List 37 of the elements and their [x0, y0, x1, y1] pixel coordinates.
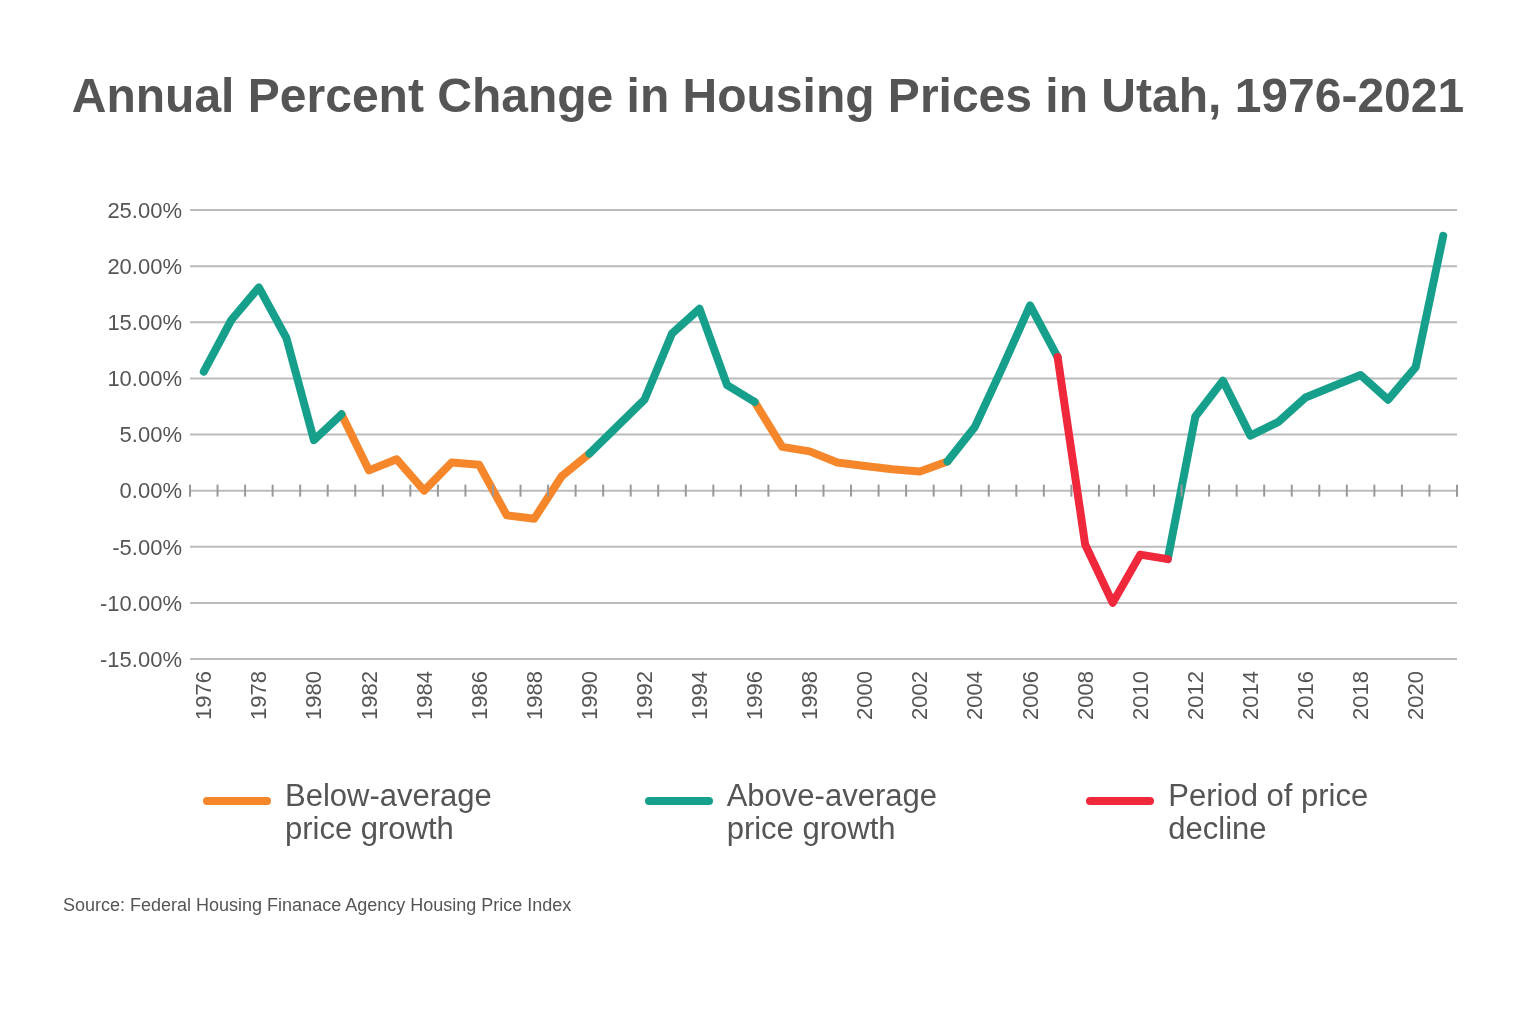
x-tick-label: 1976 — [191, 671, 217, 720]
x-tick-label: 2010 — [1127, 671, 1153, 720]
y-tick-label: -15.00% — [100, 646, 182, 672]
y-tick-label: 15.00% — [107, 310, 182, 336]
x-tick-label: 1994 — [687, 671, 713, 720]
x-tick-label: 2006 — [1017, 671, 1043, 720]
x-tick-label: 1998 — [797, 671, 823, 720]
y-tick-label: 0.00% — [119, 478, 182, 504]
y-tick-label: 5.00% — [119, 422, 182, 448]
x-tick-label: 2012 — [1182, 671, 1208, 720]
legend-label: Below-average price growth — [285, 778, 493, 846]
chart-title: Annual Percent Change in Housing Prices in Utah, 1976-2021 — [70, 68, 1466, 123]
x-tick-label: 2016 — [1293, 671, 1319, 720]
x-tick-label: 1992 — [631, 671, 657, 720]
x-tick-label: 2000 — [852, 671, 878, 720]
y-tick-label: 25.00% — [107, 197, 182, 223]
source-note: Source: Federal Housing Finanace Agency Housing Price Index — [63, 895, 573, 916]
x-tick-label: 1990 — [576, 671, 602, 720]
x-tick-label: 1978 — [246, 671, 272, 720]
x-tick-label: 1984 — [411, 671, 437, 720]
legend-label: Above-average price growth — [726, 778, 938, 846]
x-tick-label: 2014 — [1237, 671, 1263, 720]
y-tick-label: 10.00% — [107, 366, 182, 392]
legend-label: Period of price decline — [1168, 778, 1370, 846]
y-tick-label: 20.00% — [107, 253, 182, 279]
y-tick-label: -10.00% — [100, 590, 182, 616]
y-tick-label: -5.00% — [112, 534, 182, 560]
x-tick-label: 1982 — [356, 671, 382, 720]
x-tick-label: 1980 — [301, 671, 327, 720]
x-tick-label: 2018 — [1348, 671, 1374, 720]
x-tick-label: 2020 — [1403, 671, 1429, 720]
x-tick-label: 1996 — [742, 671, 768, 720]
x-tick-label: 2008 — [1072, 671, 1098, 720]
x-tick-label: 1988 — [521, 671, 547, 720]
x-tick-label: 2004 — [962, 671, 988, 720]
x-tick-label: 1986 — [466, 671, 492, 720]
x-tick-label: 2002 — [907, 671, 933, 720]
